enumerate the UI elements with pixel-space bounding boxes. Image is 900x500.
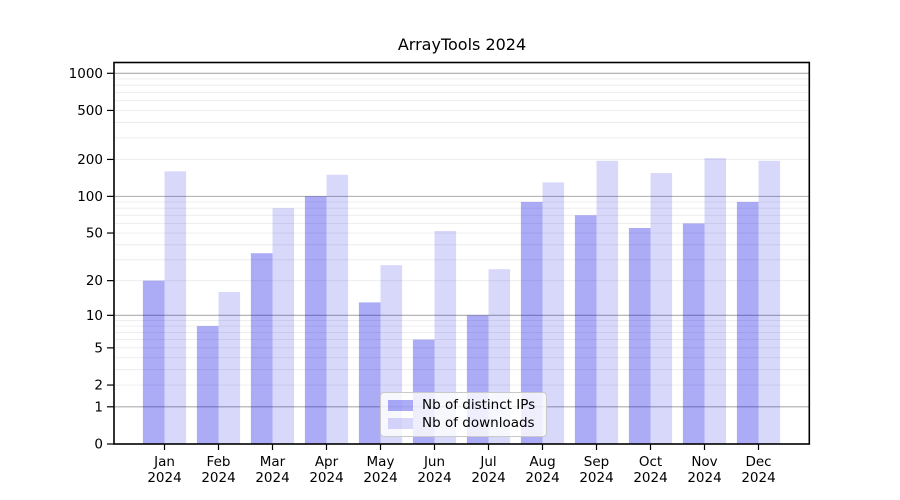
y-tick-label: 100 [77,189,103,205]
x-tick-label-month: Nov [691,454,717,470]
x-tick-label-month: May [367,454,395,470]
x-tick-label-year: 2024 [201,470,235,486]
bar-downloads [434,230,457,444]
x-tick-label-month: Sep [584,454,609,470]
plot-border [113,61,811,445]
bar-downloads [326,174,349,444]
x-tick-label-year: 2024 [579,470,613,486]
y-tick-label: 0 [94,437,103,453]
x-tick-label-month: Mar [260,454,286,470]
x-tick-label-month: Dec [745,454,771,470]
y-tick-label: 50 [86,226,103,242]
legend-swatch-distinct-ips [388,400,413,412]
x-tick-label-year: 2024 [741,470,775,486]
y-tick-label: 200 [77,152,103,168]
bar-downloads [272,208,295,444]
bar-distinct-ips [682,223,705,444]
bar-downloads [218,291,241,444]
bar-downloads [704,158,727,444]
bar-distinct-ips [196,326,219,444]
x-tick-label-year: 2024 [633,470,667,486]
bar-downloads [596,160,619,444]
x-tick-label-year: 2024 [687,470,721,486]
bar-distinct-ips [628,228,651,444]
x-tick-label-month: Feb [207,454,231,470]
bar-distinct-ips [574,215,597,444]
bar-distinct-ips [304,196,327,444]
bar-downloads [164,171,187,444]
y-tick-label: 10 [86,308,103,324]
x-tick-label-month: Oct [639,454,662,470]
legend-label-downloads: Nb of downloads [422,414,535,431]
x-tick-label-year: 2024 [417,470,451,486]
bar-distinct-ips [142,280,165,444]
x-tick-label-month: Jul [479,454,496,470]
y-tick-label: 500 [77,103,103,119]
legend-label-distinct-ips: Nb of distinct IPs [422,397,536,413]
bar-downloads [650,173,673,444]
y-tick-label: 5 [94,340,103,356]
bar-distinct-ips [358,302,381,444]
x-tick-label-month: Jun [423,454,445,470]
legend-item-downloads: Nb of downloads [388,414,539,431]
chart-title: ArrayTools 2024 [397,35,527,54]
bar-downloads [758,160,781,444]
x-tick-label-month: Apr [315,454,339,470]
x-tick-label-year: 2024 [255,470,289,486]
y-tick-label: 2 [94,378,103,394]
bar-distinct-ips [520,201,543,444]
legend: Nb of distinct IPs Nb of downloads [380,392,547,437]
y-tick-label: 20 [86,273,103,289]
x-tick-label-year: 2024 [363,470,397,486]
x-tick-label-year: 2024 [471,470,505,486]
x-tick-label-year: 2024 [309,470,343,486]
bar-distinct-ips [736,201,759,444]
bar-distinct-ips [250,253,273,444]
y-tick-label: 1 [94,399,103,415]
x-tick-label-month: Jan [153,454,175,470]
bar-downloads [542,182,565,444]
x-tick-label-month: Aug [529,454,555,470]
y-tick-label: 1000 [69,66,103,82]
legend-item-distinct-ips: Nb of distinct IPs [388,397,539,413]
x-tick-label-year: 2024 [525,470,559,486]
legend-swatch-downloads [388,417,413,429]
x-tick-label-year: 2024 [147,470,181,486]
